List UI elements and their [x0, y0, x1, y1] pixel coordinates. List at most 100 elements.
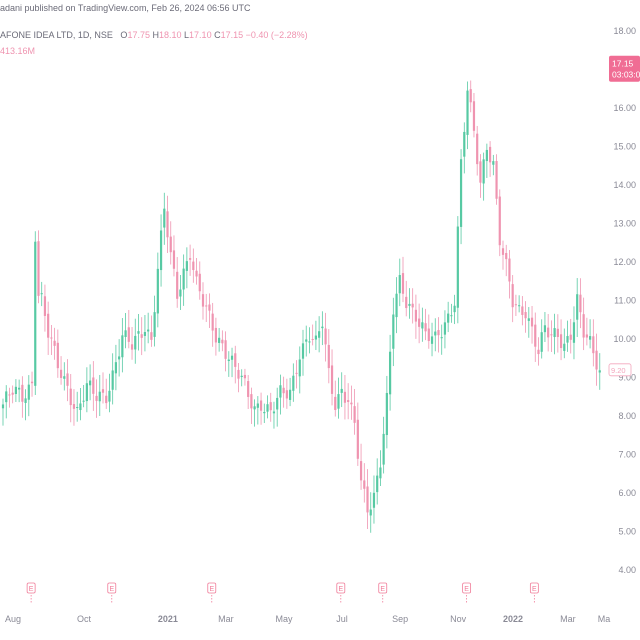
- candle: [85, 367, 88, 413]
- earnings-marker-icon[interactable]: E: [336, 582, 346, 604]
- candle: [269, 392, 272, 422]
- candle: [292, 363, 295, 402]
- symbol-name[interactable]: AFONE IDEA LTD, 1D, NSE: [0, 30, 113, 40]
- time-axis[interactable]: Aug Oct 2021 Mar May Jul Sep Nov 2022 Mar Ma: [5, 614, 610, 624]
- candle: [11, 385, 14, 404]
- candle: [556, 314, 559, 353]
- high-label: H: [152, 30, 159, 40]
- last-price-tag: 9.20: [608, 363, 632, 377]
- candle: [447, 301, 450, 333]
- candle: [250, 387, 253, 424]
- countdown-text: 03:03:00: [612, 70, 640, 80]
- candle: [476, 125, 479, 176]
- candle: [224, 331, 227, 372]
- change-value: −0.40 (−2.28%): [245, 30, 308, 40]
- candle: [169, 221, 172, 265]
- earnings-marker-icon[interactable]: E: [26, 582, 36, 604]
- candle: [395, 277, 398, 334]
- candle: [330, 349, 334, 406]
- candle: [443, 310, 447, 349]
- current-price-text: 17.15: [612, 59, 634, 69]
- candle: [140, 317, 143, 356]
- candle: [350, 385, 353, 420]
- candle: [156, 252, 159, 328]
- candle: [263, 403, 266, 424]
- candle: [234, 345, 237, 384]
- candle: [485, 143, 488, 178]
- y-tick-label: 4.00: [618, 565, 636, 575]
- candle: [76, 391, 79, 422]
- candle: [595, 333, 598, 386]
- candle: [472, 93, 476, 138]
- candle: [459, 149, 463, 245]
- candle: [411, 288, 414, 324]
- earnings-marker-icon[interactable]: E: [107, 582, 117, 604]
- candle: [172, 235, 176, 277]
- earnings-marker-label: E: [109, 586, 114, 593]
- candle: [511, 275, 514, 323]
- x-tick-label: Ma: [598, 614, 611, 624]
- open-label: O: [120, 30, 128, 40]
- x-tick-label: Oct: [77, 614, 92, 624]
- candle: [427, 314, 430, 349]
- candle: [311, 324, 314, 346]
- candle: [582, 297, 585, 351]
- candle: [437, 317, 440, 353]
- candle: [366, 469, 369, 529]
- candle: [308, 327, 311, 354]
- candle: [166, 195, 169, 254]
- earnings-marker-icon[interactable]: E: [529, 582, 539, 604]
- candle: [321, 311, 324, 346]
- candle: [347, 383, 350, 420]
- candle: [569, 318, 572, 354]
- low-label: L: [184, 30, 190, 40]
- candle: [356, 402, 359, 466]
- candle: [243, 368, 247, 386]
- candle: [82, 385, 85, 408]
- candle: [256, 396, 259, 425]
- candle: [540, 319, 543, 359]
- candle: [527, 307, 530, 338]
- candle: [72, 389, 76, 426]
- candle: [92, 361, 95, 411]
- candle: [188, 244, 192, 276]
- y-tick-label: 5.00: [618, 527, 636, 537]
- candle: [185, 247, 188, 289]
- candle: [388, 334, 392, 411]
- candle: [34, 231, 37, 395]
- candle: [543, 312, 547, 342]
- candle: [553, 313, 556, 355]
- candle: [501, 240, 505, 270]
- earnings-marker-icon[interactable]: E: [378, 582, 388, 604]
- y-tick-label: 7.00: [618, 450, 636, 460]
- candle: [195, 258, 198, 285]
- candle: [414, 294, 418, 339]
- candle: [179, 275, 182, 310]
- candle: [237, 362, 240, 393]
- candle: [434, 318, 437, 352]
- candle: [585, 317, 588, 346]
- earnings-marker-icon[interactable]: E: [462, 582, 472, 604]
- price-axis[interactable]: 18.00 16.00 15.00 14.00 13.00 12.00 11.00 10.00…: [613, 26, 636, 575]
- candle: [285, 378, 288, 409]
- candle: [492, 154, 495, 176]
- candle: [198, 261, 201, 300]
- candle: [150, 315, 153, 347]
- candle: [588, 319, 592, 349]
- close-value: 17.15: [220, 30, 244, 40]
- candle: [401, 256, 405, 303]
- candle: [127, 309, 130, 349]
- candle: [176, 257, 179, 308]
- candle: [572, 306, 576, 360]
- candle: [359, 443, 363, 490]
- candle: [576, 278, 579, 338]
- candle: [488, 141, 492, 177]
- y-tick-label: 12.00: [613, 257, 636, 267]
- earnings-marker-label: E: [464, 586, 469, 593]
- earnings-marker-icon[interactable]: E: [207, 582, 217, 604]
- y-tick-label: 11.00: [614, 296, 636, 306]
- candle: [405, 280, 408, 317]
- candle: [230, 347, 234, 378]
